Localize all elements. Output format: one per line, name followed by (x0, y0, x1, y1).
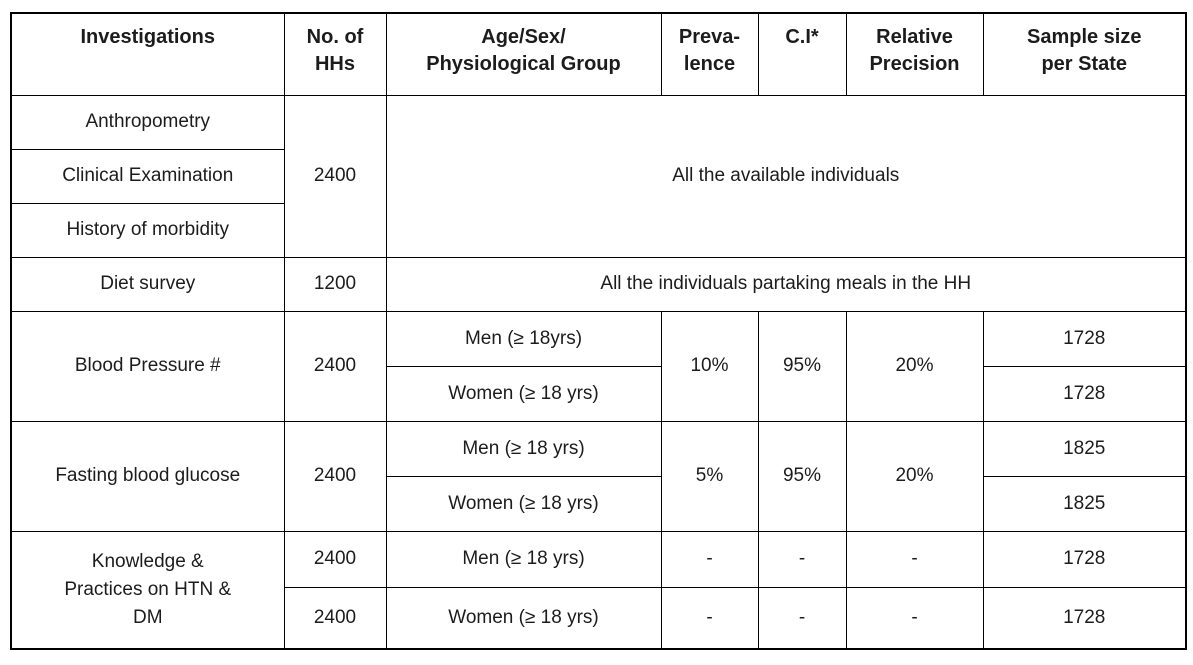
col-header-no-of-hhs: No. of HHs (283, 12, 387, 96)
cell-investigation-fasting-glucose: Fasting blood glucose (10, 420, 285, 532)
cell-group-bp-women: Women (≥ 18 yrs) (385, 365, 662, 422)
cell-group-knowledge-women: Women (≥ 18 yrs) (385, 586, 662, 650)
cell-relative-precision-fbg: 20% (845, 420, 984, 532)
cell-sample-fbg-women: 1825 (982, 475, 1187, 532)
cell-note-partaking-meals: All the individuals partaking meals in t… (385, 256, 1187, 312)
cell-sample-knowledge-women: 1728 (982, 586, 1187, 650)
col-header-relative-precision: Relative Precision (845, 12, 984, 96)
row-diet-survey: Diet survey 1200 All the individuals par… (10, 256, 1187, 312)
row-clinical-examination: Clinical Examination (10, 148, 1186, 204)
cell-investigation-history: History of morbidity (10, 202, 285, 258)
row-fasting-glucose-men: Fasting blood glucose 2400 Men (≥ 18 yrs… (10, 420, 1187, 532)
cell-hhs-knowledge-men: 2400 (283, 530, 387, 588)
cell-investigation-diet: Diet survey (10, 256, 285, 312)
cell-ci-knowledge-men: - (757, 530, 847, 588)
table-header-row: Investigations No. of HHs Age/Sex/ Physi… (10, 12, 1187, 96)
row-anthropometry: Anthropometry 2400 All the available ind… (10, 94, 1187, 258)
cell-note-all-available: All the available individuals (385, 94, 1187, 258)
cell-ci-knowledge-women: - (757, 586, 847, 650)
cell-prevalence-knowledge-men: - (660, 530, 759, 588)
cell-hhs-diet: 1200 (283, 256, 387, 312)
cell-group-fbg-women: Women (≥ 18 yrs) (385, 475, 662, 532)
cell-sample-knowledge-men: 1728 (982, 530, 1187, 588)
cell-group-bp-men: Men (≥ 18yrs) (385, 310, 662, 367)
cell-sample-bp-women: 1728 (982, 365, 1187, 422)
col-header-prevalence: Preva- lence (660, 12, 759, 96)
cell-ci-fbg: 95% (757, 420, 847, 532)
cell-hhs-section1: 2400 (283, 94, 387, 258)
cell-investigation-anthropometry: Anthropometry (10, 94, 285, 150)
cell-hhs-knowledge-women: 2400 (283, 586, 387, 650)
sampling-design-table: Investigations No. of HHs Age/Sex/ Physi… (10, 12, 1187, 650)
col-header-sample-size: Sample size per State (982, 12, 1187, 96)
cell-prevalence-knowledge-women: - (660, 586, 759, 650)
cell-investigation-knowledge: Knowledge & Practices on HTN & DM (10, 530, 285, 650)
cell-hhs-blood-pressure: 2400 (283, 310, 387, 422)
cell-hhs-fasting-glucose: 2400 (283, 420, 387, 532)
cell-relative-precision-knowledge-men: - (845, 530, 984, 588)
cell-prevalence-fbg: 5% (660, 420, 759, 532)
row-history-of-morbidity: History of morbidity (10, 202, 1186, 258)
cell-relative-precision-knowledge-women: - (845, 586, 984, 650)
col-header-age-sex-group: Age/Sex/ Physiological Group (385, 12, 662, 96)
row-blood-pressure-men: Blood Pressure # 2400 Men (≥ 18yrs) 10% … (10, 310, 1187, 422)
cell-investigation-blood-pressure: Blood Pressure # (10, 310, 285, 422)
cell-sample-bp-men: 1728 (982, 310, 1187, 367)
cell-ci-bp: 95% (757, 310, 847, 422)
cell-investigation-clinical: Clinical Examination (10, 148, 285, 204)
cell-prevalence-bp: 10% (660, 310, 759, 422)
row-knowledge-men: Knowledge & Practices on HTN & DM 2400 M… (10, 530, 1187, 650)
col-header-ci: C.I* (757, 12, 847, 96)
cell-relative-precision-bp: 20% (845, 310, 984, 422)
col-header-investigations: Investigations (10, 12, 285, 96)
row-knowledge-women: 2400 Women (≥ 18 yrs) - - - 1728 (11, 586, 1187, 650)
cell-group-knowledge-men: Men (≥ 18 yrs) (385, 530, 662, 588)
cell-group-fbg-men: Men (≥ 18 yrs) (385, 420, 662, 477)
cell-sample-fbg-men: 1825 (982, 420, 1187, 477)
row-fasting-glucose-women: Women (≥ 18 yrs) 1825 (11, 475, 1187, 532)
